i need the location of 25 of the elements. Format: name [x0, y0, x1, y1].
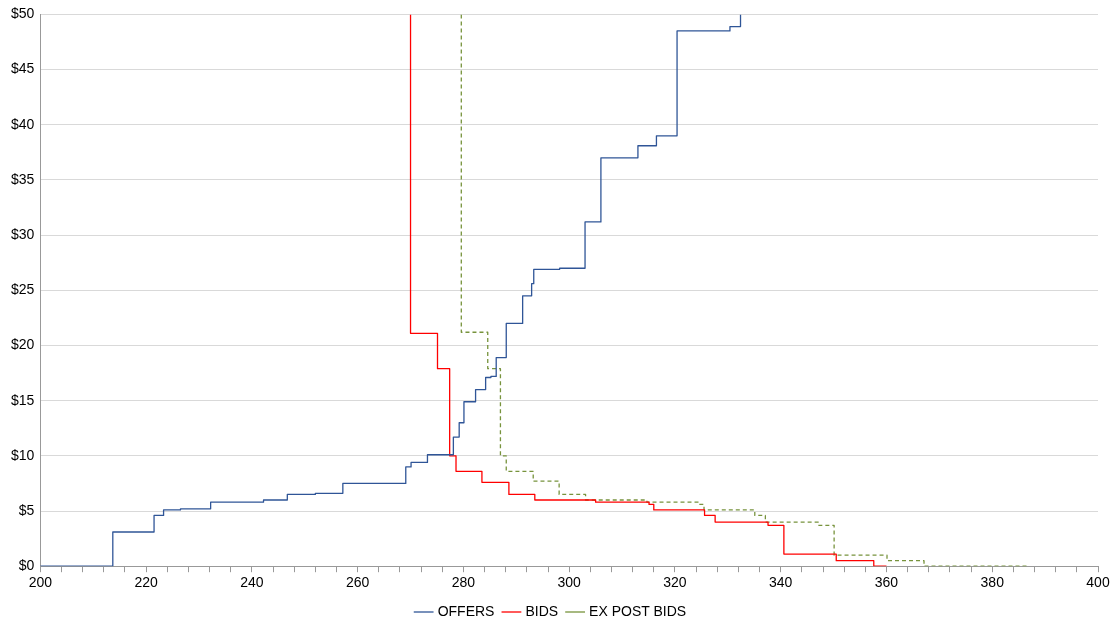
- x-tick-label: 400: [1086, 574, 1110, 591]
- y-tick-label: $50: [11, 5, 35, 22]
- x-tick-label: 320: [663, 574, 687, 591]
- y-tick-label: $40: [11, 115, 35, 132]
- y-tick-label: $5: [18, 501, 35, 518]
- y-tick-label: $10: [11, 446, 35, 463]
- x-tick-label: 340: [769, 574, 793, 591]
- x-tick-label: 300: [557, 574, 582, 591]
- legend-label: OFFERS: [437, 602, 495, 619]
- x-tick-label: 280: [451, 574, 476, 591]
- y-tick-label: $15: [11, 391, 35, 408]
- y-tick-label: $45: [11, 60, 35, 77]
- x-tick-label: 220: [134, 574, 159, 591]
- y-tick-label: $25: [11, 281, 35, 298]
- x-tick-label: 200: [28, 574, 53, 591]
- x-tick-label: 360: [874, 574, 899, 591]
- y-tick-label: $0: [18, 557, 35, 574]
- x-tick-label: 240: [240, 574, 264, 591]
- legend-label: BIDS: [525, 602, 559, 619]
- y-tick-label: $35: [11, 170, 35, 187]
- x-tick-label: 380: [980, 574, 1005, 591]
- x-tick-label: 260: [345, 574, 370, 591]
- legend-label: EX POST BIDS: [589, 602, 687, 619]
- y-tick-label: $20: [11, 336, 35, 353]
- y-tick-label: $30: [11, 225, 35, 242]
